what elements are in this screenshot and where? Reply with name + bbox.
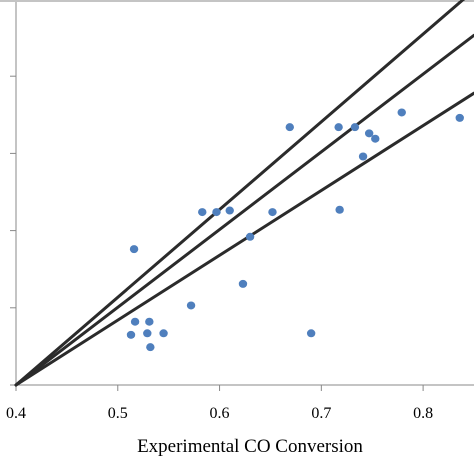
data-point [198, 208, 207, 217]
data-point [335, 205, 344, 214]
data-point [245, 232, 255, 241]
data-point [334, 123, 343, 132]
data-point [350, 123, 360, 132]
axes [0, 0, 474, 391]
x-axis-title: Experimental CO Conversion [137, 436, 363, 457]
data-point [145, 317, 154, 326]
x-tick-label: 0.6 [210, 405, 230, 422]
data-point [212, 208, 221, 217]
data-point [397, 108, 406, 117]
reference-line-2 [14, 33, 474, 387]
data-points [126, 108, 464, 352]
x-tick-label: 0.8 [413, 405, 433, 422]
data-point [126, 330, 136, 339]
reference-lines [14, 0, 474, 387]
data-point [238, 279, 248, 288]
data-point [225, 206, 234, 215]
tick-labels: 0.4 0.5 0.6 0.7 0.8 [6, 405, 433, 422]
data-point [371, 134, 380, 143]
data-point [143, 329, 152, 338]
data-point [306, 329, 316, 338]
x-tick-label: 0.4 [6, 405, 26, 422]
data-point [364, 129, 374, 138]
data-point [146, 343, 155, 352]
x-tick-label: 0.5 [108, 405, 128, 422]
data-point [358, 152, 368, 161]
data-point [129, 245, 139, 254]
data-point [455, 113, 464, 122]
x-tick-label: 0.7 [311, 405, 331, 422]
reference-line-3 [14, 91, 474, 387]
data-point [285, 123, 294, 132]
data-point [268, 208, 277, 217]
data-point [130, 317, 140, 326]
reference-line-1 [14, 0, 465, 387]
data-point [186, 301, 196, 310]
data-point [159, 329, 168, 338]
